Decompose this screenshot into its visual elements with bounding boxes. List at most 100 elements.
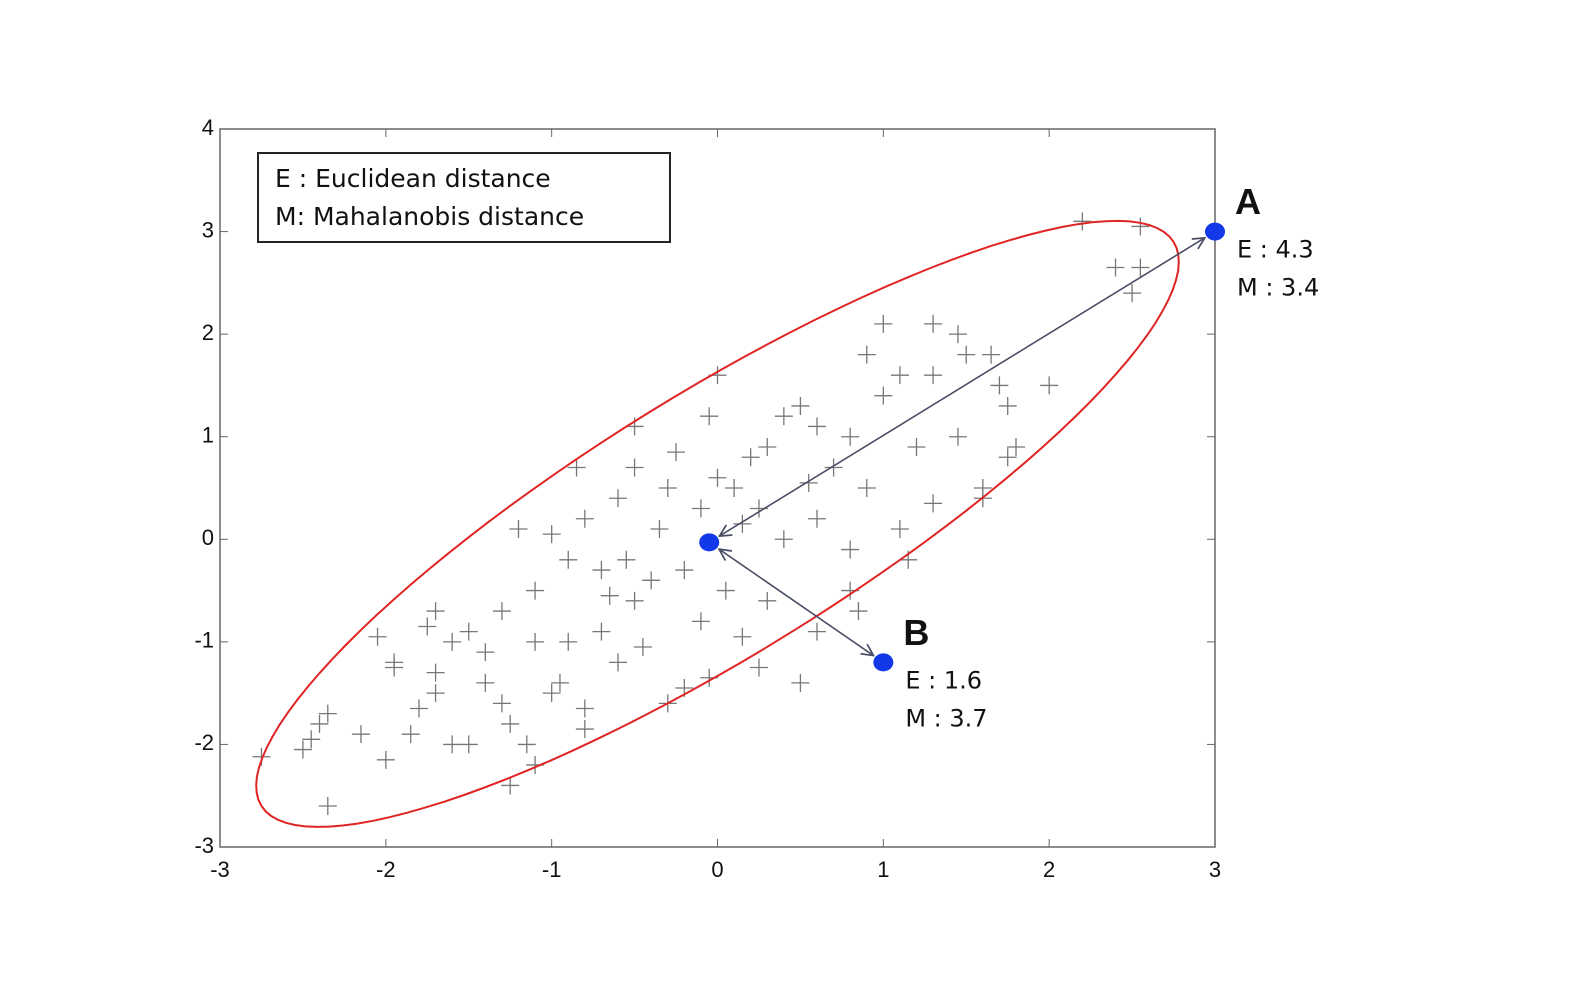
- scatter-marker: [633, 637, 652, 656]
- scatter-marker: [642, 571, 661, 590]
- scatter-marker: [874, 314, 893, 333]
- scatter-marker: [476, 673, 495, 692]
- scatter-marker: [426, 663, 445, 682]
- scatter-marker: [907, 437, 926, 456]
- scatter-marker: [575, 509, 594, 528]
- scatter-marker: [948, 427, 967, 446]
- scatter-marker: [808, 417, 826, 436]
- legend: E : Euclidean distance M: Mahalanobis di…: [257, 152, 671, 243]
- scatter-marker: [841, 540, 860, 559]
- scatter-marker: [849, 602, 868, 621]
- legend-entry: E : Euclidean distance: [275, 164, 551, 193]
- scatter-marker: [716, 581, 735, 600]
- scatter-marker: [318, 796, 337, 815]
- scatter-marker: [948, 325, 967, 344]
- x-tick-label: 0: [711, 857, 723, 882]
- scatter-marker: [749, 658, 768, 677]
- y-tick-label: 0: [202, 525, 214, 550]
- y-tick-label: -2: [194, 730, 214, 755]
- scatter-marker: [625, 591, 644, 610]
- scatter-marker: [459, 622, 478, 641]
- scatter-marker: [476, 643, 495, 662]
- scatter-marker: [658, 479, 677, 497]
- scatter-marker: [443, 735, 462, 754]
- scatter-marker: [924, 366, 943, 385]
- scatter-marker: [808, 622, 826, 641]
- scatter-marker: [550, 673, 569, 692]
- scatter-marker: [368, 627, 387, 646]
- x-tick-label: 2: [1043, 857, 1055, 882]
- scatter-marker: [501, 776, 520, 795]
- scatter-marker: [459, 735, 478, 754]
- scatter-marker: [890, 520, 909, 539]
- scatter-marker: [758, 591, 777, 610]
- scatter-marker: [492, 602, 511, 621]
- point-label: A: [1235, 181, 1261, 222]
- scatter-marker: [998, 396, 1017, 415]
- distance-arrow: [719, 238, 1204, 536]
- scatter-marker: [874, 386, 893, 405]
- distance-arrow: [719, 549, 873, 655]
- x-tick-label: -3: [210, 857, 230, 882]
- scatter-marker: [443, 632, 462, 651]
- scatter-marker: [924, 494, 943, 513]
- labeled-point: [873, 653, 894, 672]
- scatter-marker: [592, 622, 611, 641]
- scatter-marker: [526, 632, 545, 651]
- scatter-marker: [741, 448, 760, 467]
- scatter-marker: [600, 586, 619, 605]
- legend-box: [257, 152, 671, 243]
- legend-entry: M: Mahalanobis distance: [275, 202, 584, 231]
- scatter-marker: [592, 561, 611, 580]
- y-tick-label: 4: [202, 115, 214, 140]
- scatter-marker: [691, 499, 710, 518]
- scatter-marker: [758, 437, 777, 456]
- scatter-marker: [575, 720, 594, 739]
- scatter-marker: [791, 396, 810, 415]
- scatter-marker: [708, 468, 727, 487]
- scatter-marker: [1131, 217, 1150, 236]
- covariance-ellipse: [255, 219, 1180, 828]
- scatter-marker: [492, 694, 511, 713]
- scatter-marker: [1106, 258, 1125, 277]
- y-tick-label: -1: [194, 628, 214, 653]
- scatter-marker: [293, 740, 312, 759]
- scatter-marker: [808, 509, 826, 528]
- point-annotation: E : 4.3: [1237, 236, 1314, 264]
- scatter-marker: [401, 725, 420, 744]
- x-tick-label: -1: [542, 857, 562, 882]
- scatter-marker: [1040, 376, 1059, 395]
- scatter-marker: [385, 658, 404, 677]
- point-annotation: E : 1.6: [905, 666, 982, 694]
- scatter-marker: [526, 581, 545, 600]
- scatter-marker: [675, 561, 694, 580]
- scatter-marker: [1007, 437, 1025, 456]
- y-tick-label: -3: [194, 833, 214, 858]
- scatter-marker: [418, 617, 437, 636]
- scatter-marker: [890, 366, 909, 385]
- scatter-marker: [559, 632, 578, 651]
- scatter-marker: [617, 550, 636, 569]
- scatter-marker: [857, 479, 876, 497]
- scatter-marker: [791, 673, 810, 692]
- scatter-marker: [1073, 212, 1092, 231]
- labeled-point: [1205, 222, 1225, 241]
- scatter-marker: [733, 627, 752, 646]
- scatter-marker: [318, 704, 337, 723]
- y-tick-label: 1: [202, 423, 214, 448]
- scatter-marker: [426, 684, 445, 703]
- scatter-marker: [310, 714, 329, 733]
- point-annotation: M : 3.4: [1237, 274, 1319, 302]
- scatter-marker: [957, 345, 976, 364]
- scatter-marker: [667, 443, 686, 462]
- scatter-marker: [609, 653, 627, 672]
- scatter-marker: [426, 602, 445, 621]
- scatter-marker: [509, 520, 528, 539]
- y-tick-label: 3: [202, 217, 214, 242]
- scatter-marker: [650, 520, 669, 539]
- scatter-marker: [302, 730, 321, 749]
- mean-point: [699, 533, 720, 552]
- scatter-marker: [982, 345, 1001, 364]
- x-tick-label: 3: [1209, 857, 1221, 882]
